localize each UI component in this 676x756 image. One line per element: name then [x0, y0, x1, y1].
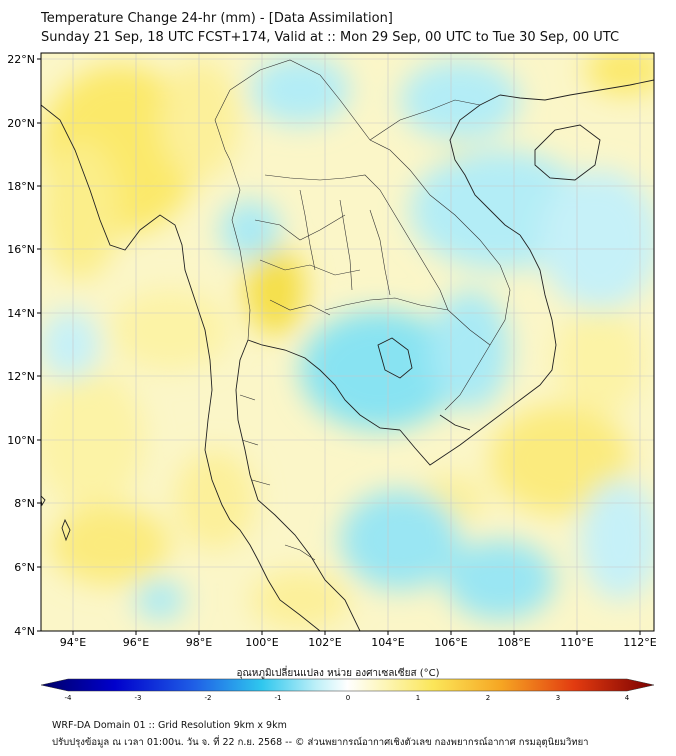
- colorbar-ticks: -4 -3 -2 -1 0 1 2 3 4: [65, 694, 630, 702]
- country-borders: [214, 59, 511, 561]
- lon-label: 96°E: [123, 636, 149, 649]
- lat-label: 4°N: [14, 625, 35, 638]
- colorbar-tick: -3: [135, 694, 142, 702]
- graticule: [41, 53, 654, 631]
- footer-line-2: ปรับปรุงข้อมูล ณ เวลา 01:00น. วัน จ. ที่…: [52, 737, 589, 748]
- footer-line-1: WRF-DA Domain 01 :: Grid Resolution 9km …: [52, 720, 287, 731]
- axis-ticks: [37, 58, 641, 635]
- lat-label: 22°N: [7, 53, 35, 66]
- lat-label: 8°N: [14, 497, 35, 510]
- colorbar-bar: [40, 678, 655, 692]
- colorbar-tick: 3: [556, 694, 560, 702]
- map-frame: [40, 52, 655, 632]
- lon-label: 108°E: [497, 636, 530, 649]
- lon-label: 94°E: [60, 636, 86, 649]
- lat-label: 20°N: [7, 117, 35, 130]
- colorbar-tick: 4: [625, 694, 630, 702]
- lon-label: 98°E: [186, 636, 212, 649]
- colorbar-label: อุณหภูมิเปลี่ยนแปลง หน่วย องศาเซลเซียส (…: [236, 668, 440, 679]
- longitude-labels: 94°E 96°E 98°E 100°E 102°E 104°E 106°E 1…: [60, 636, 657, 649]
- lat-label: 6°N: [14, 561, 35, 574]
- colorbar-tick: 2: [486, 694, 490, 702]
- temperature-field: [41, 53, 654, 631]
- lon-label: 112°E: [623, 636, 656, 649]
- coastlines: [41, 79, 654, 631]
- lon-label: 100°E: [245, 636, 278, 649]
- lon-label: 102°E: [308, 636, 341, 649]
- lat-label: 10°N: [7, 434, 35, 447]
- lon-label: 110°E: [560, 636, 593, 649]
- lon-label: 106°E: [434, 636, 467, 649]
- colorbar-tick: 1: [416, 694, 420, 702]
- map-subtitle: Sunday 21 Sep, 18 UTC FCST+174, Valid at…: [41, 30, 620, 45]
- lat-label: 18°N: [7, 180, 35, 193]
- colorbar-tick: -4: [65, 694, 73, 702]
- lat-label: 12°N: [7, 370, 35, 383]
- latitude-labels: 22°N 20°N 18°N 16°N 14°N 12°N 10°N 8°N 6…: [7, 53, 35, 638]
- lat-label: 14°N: [7, 307, 35, 320]
- lon-label: 104°E: [371, 636, 404, 649]
- map-title: Temperature Change 24-hr (mm) - [Data As…: [41, 11, 393, 26]
- colorbar: -4 -3 -2 -1 0 1 2 3 4: [40, 678, 655, 702]
- lat-label: 16°N: [7, 243, 35, 256]
- colorbar-tick: 0: [346, 694, 350, 702]
- colorbar-tick: -2: [205, 694, 212, 702]
- colorbar-tick: -1: [275, 694, 282, 702]
